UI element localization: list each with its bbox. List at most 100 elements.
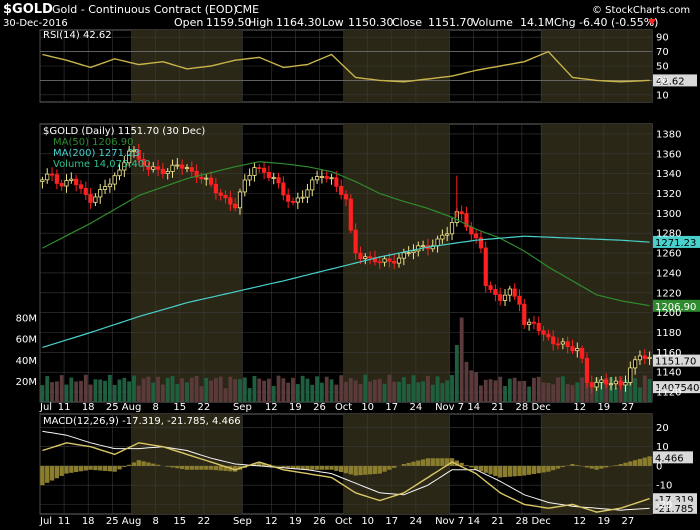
volume-bar — [454, 345, 459, 402]
macd-histogram-bar — [194, 465, 199, 470]
x-tick-label: 18 — [82, 402, 95, 413]
macd-histogram-bar — [536, 465, 541, 474]
ma50-legend: MA(50) 1206.90 — [53, 137, 134, 148]
macd-histogram-bar — [59, 465, 64, 476]
candle-body — [565, 341, 570, 348]
symbol-description: Gold - Continuous Contract (EOD) — [52, 3, 237, 16]
volume-bar — [262, 380, 267, 402]
volume-bar — [638, 387, 642, 402]
volume-bar — [103, 380, 107, 402]
macd-histogram-bar — [112, 465, 117, 472]
volume-bar — [228, 376, 233, 402]
volume-bar — [281, 378, 286, 402]
volume-bar — [353, 380, 358, 402]
symbol-title: $GOLD — [3, 2, 53, 17]
volume-bar — [464, 361, 469, 402]
volume-bar — [117, 379, 122, 402]
x-tick-label: 11 — [58, 516, 71, 527]
macd-histogram-bar — [281, 465, 286, 468]
volume-bar — [122, 377, 127, 402]
volume-bar — [83, 374, 88, 402]
high-label: High — [248, 16, 273, 29]
volume-bar — [450, 375, 454, 402]
volume-bar — [459, 317, 464, 402]
macd-histogram-bar — [594, 465, 599, 470]
candle-body — [478, 237, 484, 249]
volume-bar — [503, 385, 507, 402]
volume-bar — [425, 375, 430, 402]
candle-body — [165, 171, 170, 175]
candle-body — [69, 178, 74, 181]
open-value: 1159.50 — [206, 16, 252, 29]
volume-bar — [156, 376, 160, 402]
macd-histogram-bar — [387, 465, 392, 470]
candle-body — [531, 321, 537, 324]
volume-bar — [469, 370, 474, 402]
candle-body — [392, 261, 397, 264]
macd-histogram-bar — [83, 465, 88, 471]
candle-body — [223, 194, 228, 199]
macd-histogram-bar — [155, 464, 161, 466]
y-tick-label: 50 — [656, 62, 669, 73]
candle-body — [310, 179, 315, 191]
macd-histogram-bar — [252, 464, 257, 466]
x-tick-label: Oct — [335, 516, 352, 527]
macd-legend: MACD(12,26,9) -17.319, -21.785, 4.466 — [43, 416, 241, 427]
candle-body — [300, 196, 305, 199]
volume-bar — [141, 378, 146, 402]
volume-bar — [276, 375, 281, 402]
candle-body — [507, 288, 512, 296]
volume-bar — [613, 388, 618, 402]
macd-histogram-bar — [420, 459, 426, 466]
y-tick-label: 1280 — [656, 229, 681, 240]
candle-body — [608, 383, 614, 386]
volume-bar — [585, 376, 589, 402]
month-shade — [541, 124, 652, 402]
volume-bar — [204, 377, 209, 402]
candle-body — [290, 200, 296, 203]
candle-body — [464, 213, 469, 228]
volume-bar — [387, 374, 392, 402]
volume-bar — [551, 384, 556, 402]
candle-body — [170, 164, 175, 172]
macd-histogram-bar — [339, 465, 344, 473]
candle-body — [184, 167, 190, 170]
volume-bar — [633, 378, 638, 402]
x-tick-label: 14 — [467, 402, 480, 413]
ma200-line — [42, 235, 650, 348]
volume-bar — [88, 384, 93, 402]
volume-bar — [223, 388, 228, 402]
candle-body — [194, 170, 199, 178]
x-tick-label: Nov 7 — [435, 402, 464, 413]
x-tick-label: 19 — [597, 402, 610, 413]
macd-histogram-bar — [512, 465, 517, 477]
macd-histogram-bar — [575, 465, 580, 466]
macd-histogram-bar — [372, 465, 378, 474]
candle-body — [584, 357, 590, 383]
candle-body — [276, 177, 281, 184]
ma50-line — [42, 161, 650, 307]
chg-label: Chg — [554, 16, 576, 29]
macd-histogram-bar — [406, 462, 411, 466]
macd-histogram-bar — [464, 465, 469, 466]
x-tick-label: 21 — [491, 516, 504, 527]
volume-bar — [40, 385, 45, 402]
volume-bar — [483, 379, 488, 402]
macd-histogram-bar — [88, 465, 93, 470]
candle-body — [435, 238, 440, 247]
macd-histogram-bar — [551, 465, 556, 471]
candle-body — [74, 178, 79, 186]
candle-body — [560, 341, 565, 345]
candle-body — [594, 381, 599, 388]
volume-bar — [315, 376, 320, 402]
x-tick-label: 12 — [573, 402, 586, 413]
volume-bar — [319, 382, 324, 402]
macd-histogram-bar — [204, 465, 209, 470]
x-tick-label: 22 — [197, 402, 210, 413]
candle-body — [363, 256, 368, 260]
candle-body — [151, 166, 156, 170]
volume-bar — [334, 384, 339, 402]
candle-body — [589, 382, 594, 388]
y-tick-label: 1220 — [656, 288, 681, 299]
